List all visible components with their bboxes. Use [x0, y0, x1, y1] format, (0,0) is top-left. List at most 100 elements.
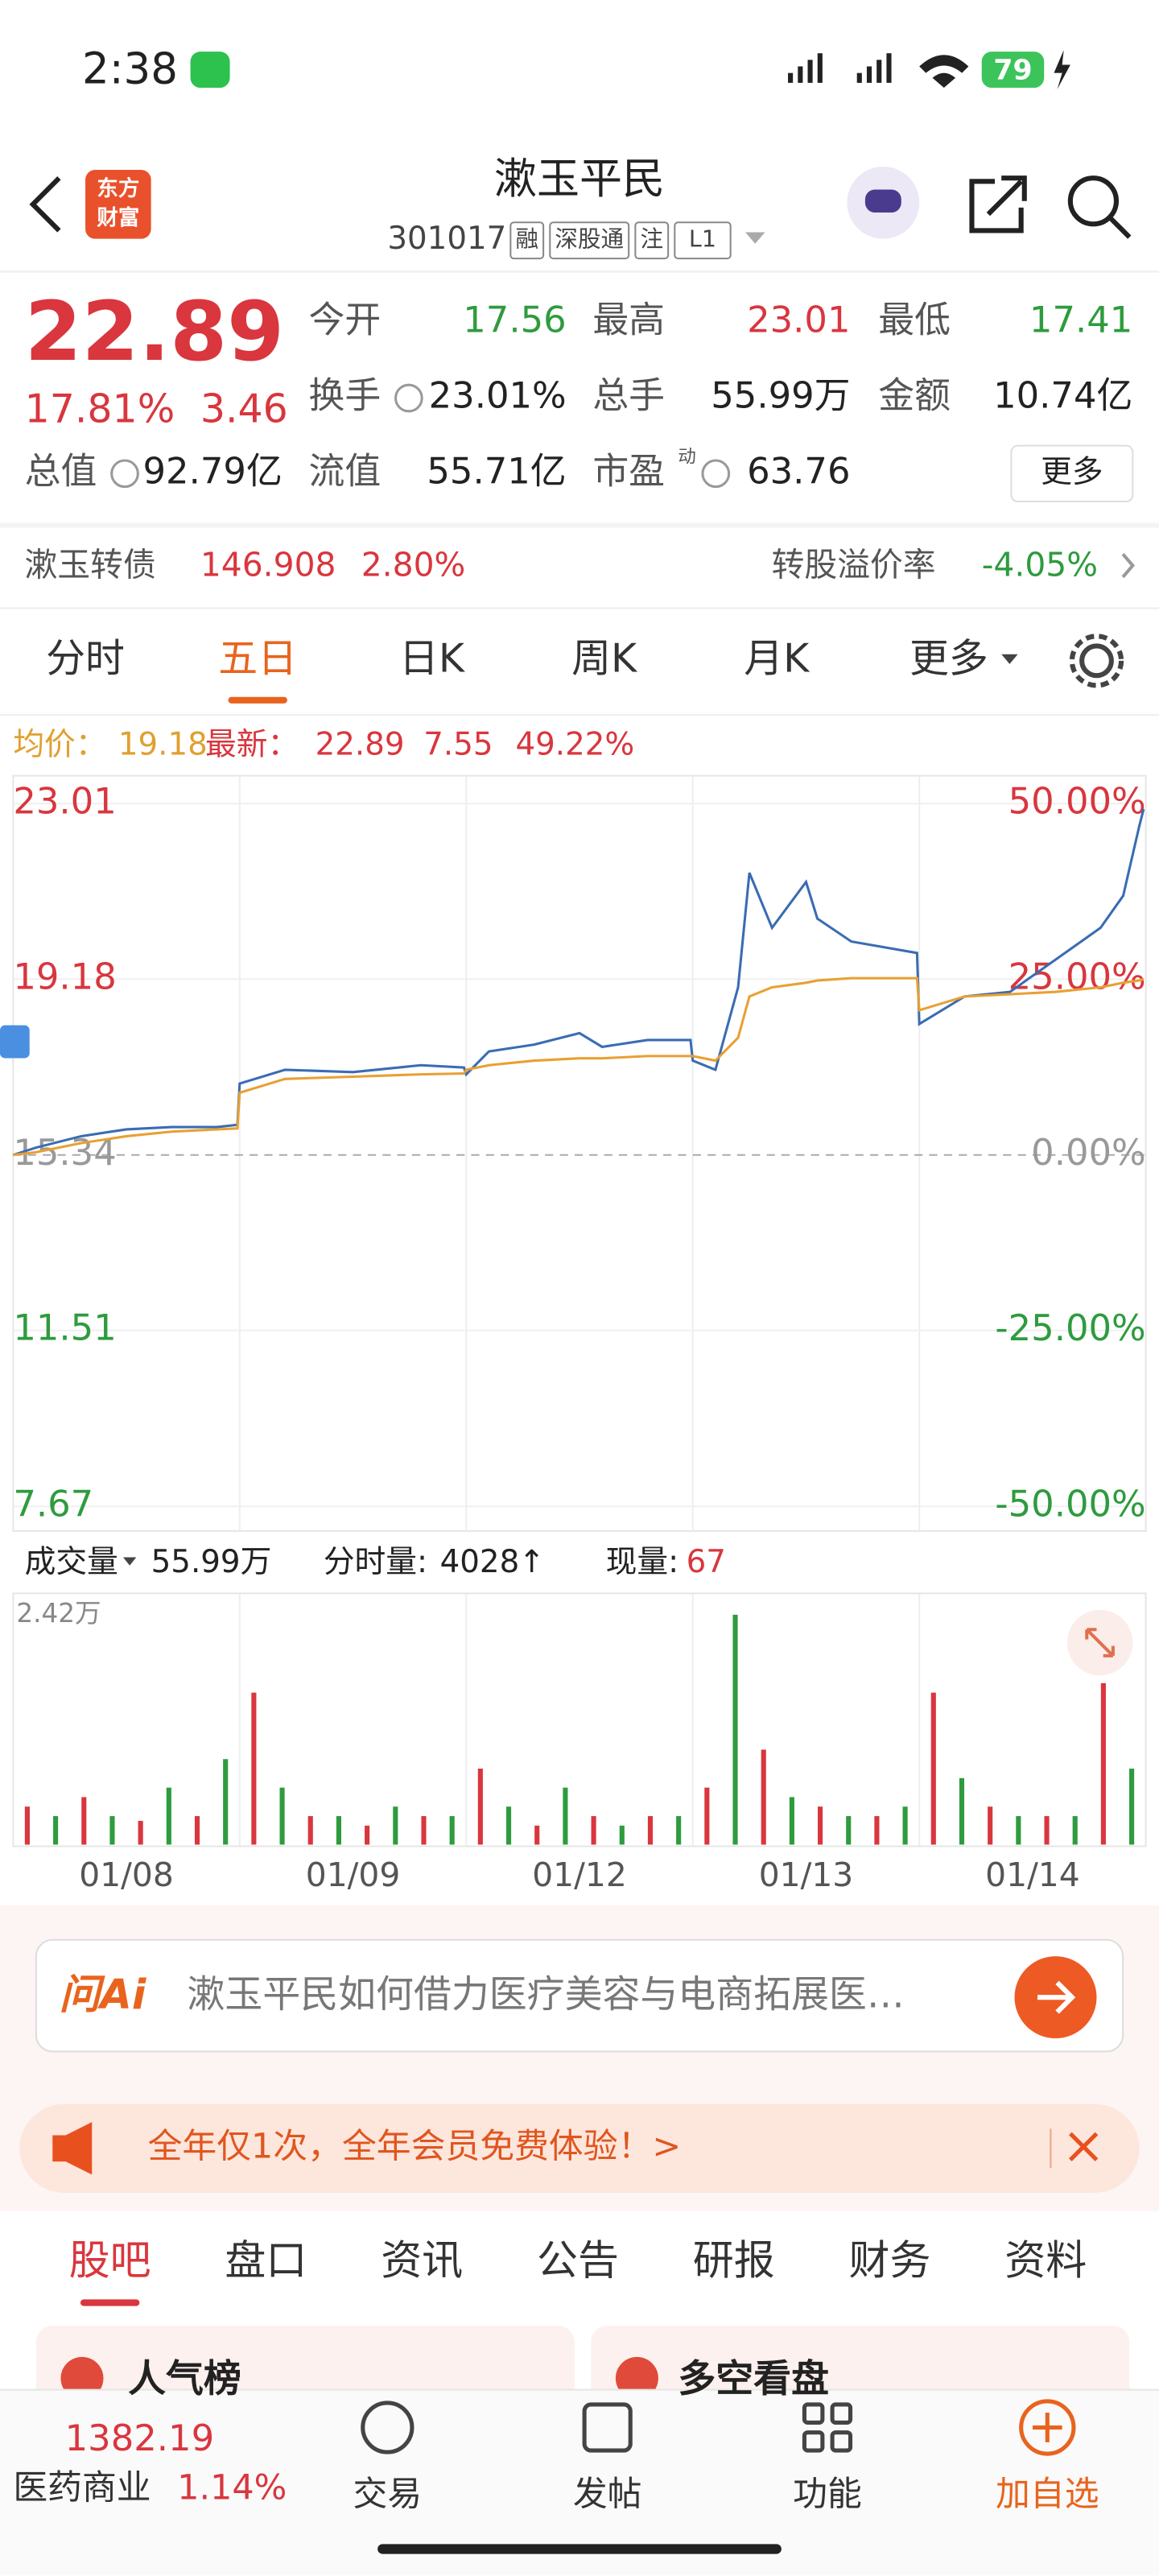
volume-label[interactable]: 成交量: [25, 1544, 118, 1580]
function-icon[interactable]: [802, 2402, 853, 2453]
volume-bar: [194, 1816, 200, 1845]
info-icon[interactable]: [701, 459, 731, 489]
search-handle: [1107, 215, 1132, 239]
section-tab[interactable]: 资料: [1004, 2238, 1087, 2285]
share-button[interactable]: [969, 175, 1027, 233]
y2-tick-label: 0.00%: [1031, 1131, 1146, 1174]
stock-tag: 融: [515, 225, 538, 253]
volume-bar: [138, 1820, 143, 1845]
more-button[interactable]: [1010, 444, 1134, 503]
index-name[interactable]: 医药商业: [13, 2468, 151, 2508]
tick-volume-label: 分时量:: [324, 1544, 427, 1580]
ai-prompt[interactable]: 漱玉平民如何借力医疗美容与电商拓展医…: [188, 1973, 905, 2017]
y2-tick-label: -25.00%: [995, 1307, 1145, 1349]
dropdown-caret[interactable]: [745, 232, 765, 244]
volume-bar: [1129, 1769, 1135, 1845]
back-button[interactable]: [29, 176, 61, 233]
volume-bar: [449, 1816, 455, 1845]
change-pct: 17.81%: [25, 386, 175, 431]
s-marker[interactable]: [0, 1025, 30, 1059]
tick-arrow: ↑: [519, 1544, 545, 1580]
expand-icon: [1085, 1628, 1115, 1657]
y2-tick-label: -50.00%: [995, 1482, 1145, 1525]
plus: [1032, 2413, 1062, 2442]
volume-bar: [53, 1816, 59, 1845]
chart-tab[interactable]: 月K: [744, 635, 810, 681]
nav-item[interactable]: 加自选: [996, 2475, 1099, 2515]
logo-text: 东方: [97, 176, 139, 201]
section-tab[interactable]: 股吧: [69, 2238, 151, 2285]
more-button-label[interactable]: 更多: [1041, 454, 1103, 490]
card-title[interactable]: 人气榜: [128, 2357, 241, 2401]
x-tick-label: 01/12: [532, 1856, 627, 1894]
index-value[interactable]: 1382.19: [65, 2417, 215, 2459]
volume-bar: [930, 1692, 936, 1845]
volume-bar: [818, 1806, 823, 1845]
bond-price: 146.908: [200, 546, 336, 584]
section-tab[interactable]: 财务: [849, 2238, 931, 2285]
search-button[interactable]: [1067, 175, 1120, 227]
section-tab[interactable]: 公告: [537, 2238, 619, 2285]
section-tab[interactable]: 盘口: [225, 2238, 307, 2285]
y-tick-label: 23.01: [13, 779, 116, 822]
volume-bar: [251, 1692, 257, 1845]
price-chart-frame: [12, 774, 1147, 1532]
volume-bar: [761, 1749, 766, 1845]
ai-logo: 问Ai: [59, 1971, 146, 2019]
field-label: 最低: [878, 299, 951, 341]
ai-search-box[interactable]: [35, 1938, 1124, 2053]
card-title[interactable]: 多空看盘: [678, 2357, 829, 2401]
info-icon[interactable]: [394, 383, 423, 413]
volume-total: 55.99万: [151, 1544, 272, 1580]
field-label: 流值: [308, 449, 381, 492]
field-label: 最高: [592, 299, 665, 341]
battery: [981, 52, 1045, 89]
logo-text: 财富: [97, 206, 139, 231]
chevron: [1121, 552, 1136, 579]
now-volume-label: 现量:: [606, 1544, 679, 1580]
add-watchlist-icon[interactable]: [1019, 2399, 1076, 2456]
info-icon[interactable]: [110, 459, 139, 489]
volume-bar: [166, 1787, 171, 1845]
dropdown-caret[interactable]: [1001, 654, 1018, 664]
nav-item[interactable]: 发帖: [573, 2475, 642, 2515]
section-tab[interactable]: 研报: [693, 2238, 775, 2285]
chart-tab[interactable]: 周K: [571, 635, 638, 681]
close-banner[interactable]: [1069, 2132, 1099, 2161]
chart-tab[interactable]: 更多: [909, 635, 988, 681]
field-value: 10.74亿: [993, 374, 1132, 417]
x-tick-label: 01/09: [306, 1856, 401, 1894]
volume-bar: [81, 1797, 87, 1845]
chart-tab[interactable]: 五日: [218, 635, 297, 681]
volume-bar: [988, 1806, 993, 1845]
app-logo: [85, 169, 151, 239]
dropdown-caret[interactable]: [122, 1557, 137, 1566]
y-tick-label: 19.18: [13, 955, 116, 997]
volume-bar: [647, 1816, 654, 1845]
settings-gear: [1069, 634, 1124, 688]
chart-tab[interactable]: 分时: [46, 635, 125, 681]
volume-bar: [24, 1806, 30, 1845]
volume-bar: [732, 1614, 738, 1845]
member-banner[interactable]: [19, 2103, 1140, 2193]
index-pct[interactable]: 1.14%: [177, 2468, 287, 2508]
post-icon[interactable]: [582, 2402, 633, 2453]
settings-button[interactable]: [1079, 643, 1114, 679]
volume-chart-frame: [12, 1592, 1147, 1847]
chart-tab[interactable]: 日K: [399, 635, 466, 681]
x-tick-label: 01/14: [985, 1856, 1080, 1894]
nav-item[interactable]: 交易: [353, 2475, 423, 2515]
change-value: 7.55: [423, 726, 493, 762]
trade-icon[interactable]: [361, 2401, 415, 2454]
nav-item[interactable]: 功能: [793, 2475, 862, 2515]
x-tick-label: 01/13: [759, 1856, 854, 1894]
field-value: 17.41: [1029, 299, 1132, 341]
avg-label: 均价：: [13, 726, 106, 762]
tag-box: [674, 221, 732, 260]
section-tab[interactable]: 资讯: [381, 2238, 463, 2285]
volume-bar: [789, 1797, 794, 1845]
volume-bar: [959, 1777, 965, 1845]
volume-bar: [704, 1787, 710, 1845]
stock-tag: L1: [689, 225, 716, 253]
